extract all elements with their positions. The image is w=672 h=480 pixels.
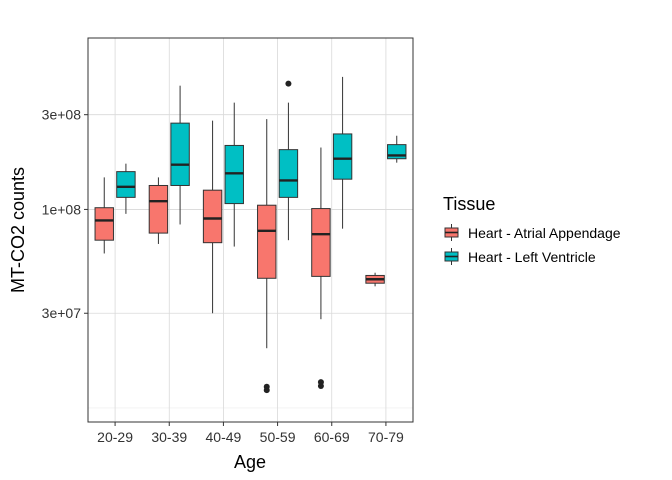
legend-title: Tissue: [443, 194, 495, 214]
panel-border: [87, 37, 414, 423]
x-tick-label: 40-49: [206, 429, 242, 445]
legend-label: Heart - Atrial Appendage: [468, 225, 621, 241]
x-tick-label: 60-69: [314, 429, 350, 445]
box-body: [116, 171, 136, 198]
y-tick-label: 3e+08: [42, 107, 82, 123]
box-group: [224, 102, 244, 247]
box-series: [94, 76, 407, 394]
x-tick-label: 50-59: [260, 429, 296, 445]
grid-lines: [88, 38, 413, 422]
outlier-point: [317, 383, 324, 390]
box-body: [257, 204, 277, 279]
box-body: [202, 189, 223, 244]
box-body: [148, 184, 169, 234]
outlier-point: [263, 387, 270, 394]
box-body: [311, 208, 331, 277]
box-group: [278, 80, 299, 241]
legend: Tissue Heart - Atrial Appendage Heart - L…: [443, 194, 621, 265]
box-group: [332, 76, 353, 229]
y-tick-label: 3e+07: [42, 305, 82, 321]
box-group: [116, 163, 136, 214]
outlier-point: [285, 80, 292, 87]
box-group: [148, 177, 169, 244]
box-body: [332, 133, 353, 180]
box-group: [257, 119, 277, 394]
x-tick-label: 20-29: [97, 429, 133, 445]
box-group: [365, 272, 385, 287]
legend-entry: Heart - Atrial Appendage: [443, 224, 621, 241]
legend-entry: Heart - Left Ventricle: [443, 248, 596, 265]
panel-background: [88, 38, 413, 422]
box-group: [170, 85, 190, 225]
y-axis-title: MT-CO2 counts: [8, 167, 28, 293]
box-group: [387, 135, 407, 163]
box-body: [170, 122, 190, 186]
x-tick-label: 30-39: [151, 429, 187, 445]
x-axis: 20-29 30-39 40-49 50-59 60-69 70-79: [97, 422, 404, 445]
x-tick-label: 70-79: [368, 429, 404, 445]
box-body: [278, 149, 299, 198]
y-tick-label: 1e+08: [42, 201, 82, 217]
box-group: [94, 177, 114, 254]
box-group: [202, 120, 223, 314]
box-body: [94, 207, 114, 241]
box-group: [311, 147, 331, 390]
legend-label: Heart - Left Ventricle: [468, 249, 596, 265]
y-axis: 3e+07 1e+08 3e+08: [42, 107, 88, 321]
x-axis-title: Age: [234, 452, 266, 472]
